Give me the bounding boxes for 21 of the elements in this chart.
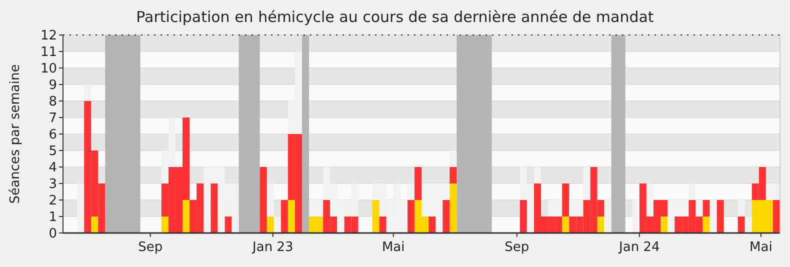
y-tick-label: 6 [48,128,57,143]
x-tick-label: Sep [504,240,530,255]
x-tick-label: Jan 24 [618,240,660,255]
y-tick-label: 9 [48,78,57,94]
y-tick-label: 11 [40,45,57,60]
y-tick-label: 3 [48,177,57,192]
x-tick-label: Mai [382,240,405,255]
y-tick-label: 12 [40,28,57,44]
y-tick-label: 5 [48,144,57,160]
y-tick-label: 1 [48,210,57,226]
y-tick-label: 10 [40,62,57,77]
y-tick-label: 4 [48,160,57,176]
y-tick-label: 2 [48,194,57,209]
y-tick-label: 7 [48,111,57,126]
y-axis-title: Séances par semaine [8,64,23,204]
x-tick-label: Jan 23 [252,240,294,255]
y-tick-label: 0 [48,226,57,242]
y-tick-label: 8 [48,94,57,110]
x-tick-label: Sep [138,240,163,255]
chart-title: Participation en hémicycle au cours de sa dernière année de mandat [136,8,654,26]
x-tick-label: Mai [750,240,772,255]
